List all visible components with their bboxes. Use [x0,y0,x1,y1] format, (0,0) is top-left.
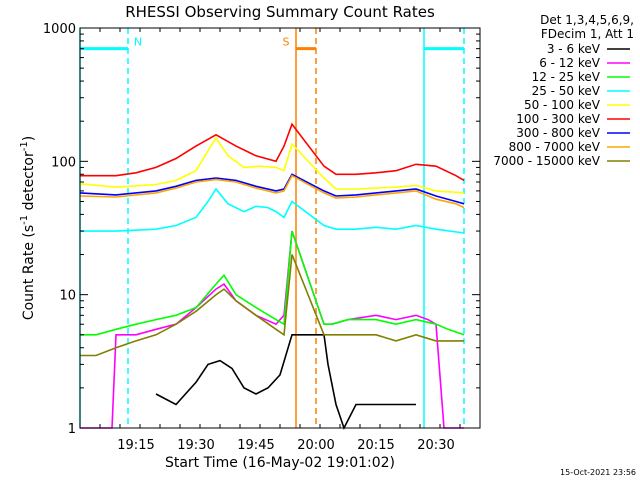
x-tick-label: 20:30 [417,438,454,453]
legend-label: 800 - 7000 keV [509,140,601,154]
plot-frame [79,27,481,429]
y-axis-label: Count Rate (s-1 detector-1) [19,136,37,320]
series-line [79,136,465,194]
legend-label: 6 - 12 keV [539,56,601,70]
series-line [80,230,465,336]
legend-header-line-2: FDecim 1, Att 1 [541,27,634,41]
x-tick-label: 20:00 [297,438,334,453]
interval-label: S [283,36,290,49]
series-line [79,174,465,209]
x-tick-label: 19:45 [237,438,274,453]
y-tick-label: 1000 [43,22,76,37]
legend-label: 7000 - 15000 keV [493,154,600,168]
series-line [80,230,464,429]
legend-label: 25 - 50 keV [532,84,601,98]
interval-label: N [134,36,142,49]
y-tick-label: 10 [59,289,76,304]
timestamp: 15-Oct-2021 23:56 [560,468,636,477]
legend-label: 12 - 25 keV [532,70,601,84]
legend: Det 1,3,4,5,6,9, FDecim 1, Att 1 3 - 6 k… [493,13,634,168]
legend-label: 100 - 300 keV [516,112,600,126]
legend-header-line-1: Det 1,3,4,5,6,9, [540,13,634,27]
chart-title: RHESSI Observing Summary Count Rates [125,3,435,21]
series-line [80,254,464,357]
series-line [80,122,465,182]
y-tick-label: 1 [68,422,76,437]
legend-label: 300 - 800 keV [516,126,600,140]
x-tick-label: 19:15 [117,438,154,453]
y-tick-label: 100 [51,155,76,170]
series-line [79,173,465,205]
legend-label: 50 - 100 keV [524,98,601,112]
axes: 1 10 100 1000 19:15 19:30 19:45 20:00 20:15 20:30 [43,22,481,453]
series-line [155,334,416,431]
x-tick-label: 19:30 [177,438,214,453]
series-line [80,187,465,234]
x-tick-label: 20:15 [357,438,394,453]
legend-label: 3 - 6 keV [547,42,601,56]
series-lines [79,122,465,431]
x-axis-label: Start Time (16-May-02 19:01:02) [165,455,395,471]
